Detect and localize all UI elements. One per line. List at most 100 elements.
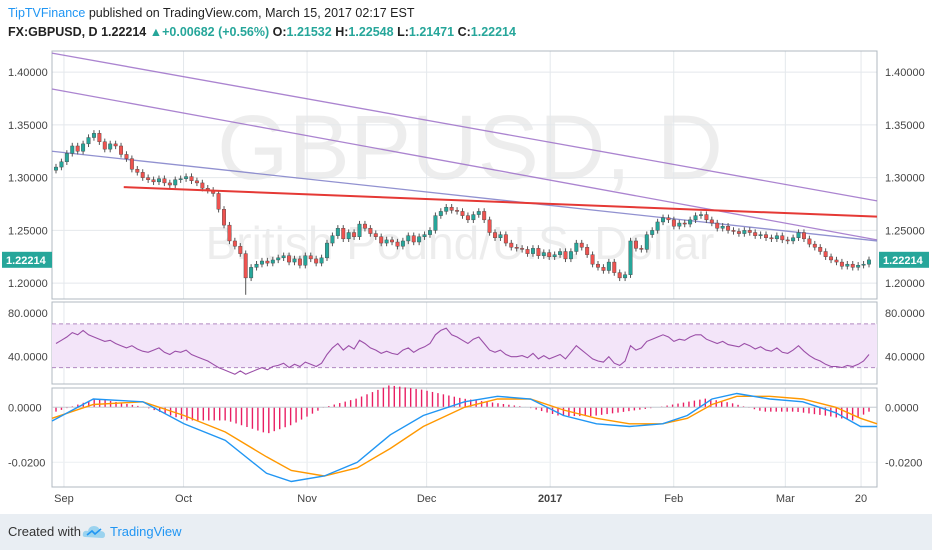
candle-body — [861, 263, 866, 266]
candle-body — [194, 180, 199, 184]
candle-body — [780, 235, 785, 241]
last-price: 1.22214 — [101, 25, 147, 39]
candle-body — [444, 206, 449, 212]
candle-body — [243, 253, 248, 279]
symbol-label[interactable]: FX:GBPUSD, D — [8, 25, 98, 39]
candle-body — [579, 242, 584, 248]
candle-body — [867, 259, 871, 265]
open-label: O: — [272, 25, 287, 39]
candle-body — [238, 246, 243, 254]
y-tick-label-left: 1.35000 — [8, 120, 48, 132]
candle-body — [157, 178, 161, 183]
trendline-group[interactable] — [123, 186, 878, 218]
candle-body — [525, 249, 530, 254]
candle-body — [119, 145, 124, 155]
publisher-link[interactable]: TipTVFinance — [8, 6, 86, 20]
chart-header: TipTVFinance published on TradingView.co… — [0, 0, 932, 44]
candle-body — [498, 234, 503, 238]
y-tick-label-right: 1.40000 — [885, 67, 925, 79]
candle-body — [270, 259, 275, 264]
candle-body — [574, 242, 579, 252]
candle-body — [807, 238, 812, 245]
candle-body — [287, 255, 292, 263]
candle-body — [346, 232, 351, 240]
candle-body — [769, 237, 774, 240]
candle-body — [227, 224, 232, 242]
macd-y-tick-label-right: -0.0200 — [885, 457, 922, 469]
candle-body — [189, 176, 194, 182]
last-price-tag-right — [879, 251, 929, 268]
candle-body — [791, 237, 796, 242]
last-price-label: 1.22214 — [883, 255, 924, 267]
candle-body — [493, 232, 497, 238]
candle-body — [259, 260, 264, 265]
candle-body — [818, 247, 823, 252]
candle-body — [140, 172, 145, 178]
macd-frame — [51, 387, 878, 488]
candle-body — [249, 267, 254, 279]
candle-body — [693, 215, 698, 221]
candle-body — [395, 241, 400, 247]
candle-body — [200, 182, 205, 189]
candle-body — [102, 141, 107, 150]
high-value: 1.22548 — [348, 25, 394, 39]
candle-body — [612, 261, 617, 273]
candle-body — [796, 232, 801, 238]
candle-body — [829, 256, 834, 261]
candle-body — [774, 235, 779, 240]
resistance-trendline[interactable] — [123, 186, 878, 218]
candle-body — [54, 166, 58, 171]
candle-body — [839, 261, 844, 267]
rsi-y-tick-label-right: 80.0000 — [885, 308, 925, 320]
candle-body — [335, 228, 340, 236]
moving-average-line — [51, 88, 878, 241]
candle-body — [384, 239, 389, 244]
macd-signal-line — [51, 395, 878, 477]
x-tick-label: Feb — [664, 493, 683, 505]
grid-lines — [52, 51, 877, 487]
candle-body — [129, 158, 134, 170]
candle-body — [422, 234, 427, 237]
candle-body — [482, 211, 487, 221]
candle-body — [303, 255, 308, 266]
close-label: C: — [457, 25, 471, 39]
candle-body — [265, 260, 270, 264]
candle-body — [633, 240, 638, 249]
macd-y-tick-label-right: 0.0000 — [885, 402, 919, 414]
candle-body — [639, 248, 644, 250]
tradingview-link[interactable]: TradingView — [110, 524, 182, 539]
macd-pane[interactable] — [51, 385, 878, 483]
macd-line — [51, 392, 877, 483]
candle-body — [292, 258, 297, 263]
candle-body — [178, 178, 183, 180]
candle-body — [465, 215, 470, 221]
candle-body — [661, 217, 666, 223]
y-tick-label-left: 1.20000 — [8, 278, 48, 290]
chart-canvas[interactable]: GBPUSD, D British Pound/U.S. Dollar Sep O… — [0, 44, 932, 514]
candle-body — [650, 230, 655, 235]
candle-body — [368, 228, 373, 234]
candle-body — [254, 263, 259, 268]
candle-body — [823, 251, 828, 257]
candle-body — [514, 247, 519, 249]
candle-body — [736, 231, 741, 234]
candle-body — [314, 258, 319, 264]
candle-body — [699, 214, 703, 216]
candle-body — [558, 251, 563, 255]
candle-body — [856, 265, 861, 268]
candle-body — [606, 261, 611, 271]
candle-body — [552, 254, 557, 257]
candle-body — [70, 145, 75, 154]
candle-body — [91, 133, 96, 138]
candle-body — [330, 235, 335, 244]
rsi-pane[interactable] — [52, 323, 877, 375]
price-pane[interactable] — [51, 52, 878, 295]
candle-body — [417, 236, 422, 243]
low-value: 1.21471 — [408, 25, 455, 39]
candle-body — [173, 179, 178, 186]
candle-body — [64, 153, 69, 163]
candle-body — [86, 137, 91, 145]
moving-averages — [51, 52, 878, 242]
candle-body — [184, 176, 189, 179]
candle-body — [167, 182, 172, 186]
